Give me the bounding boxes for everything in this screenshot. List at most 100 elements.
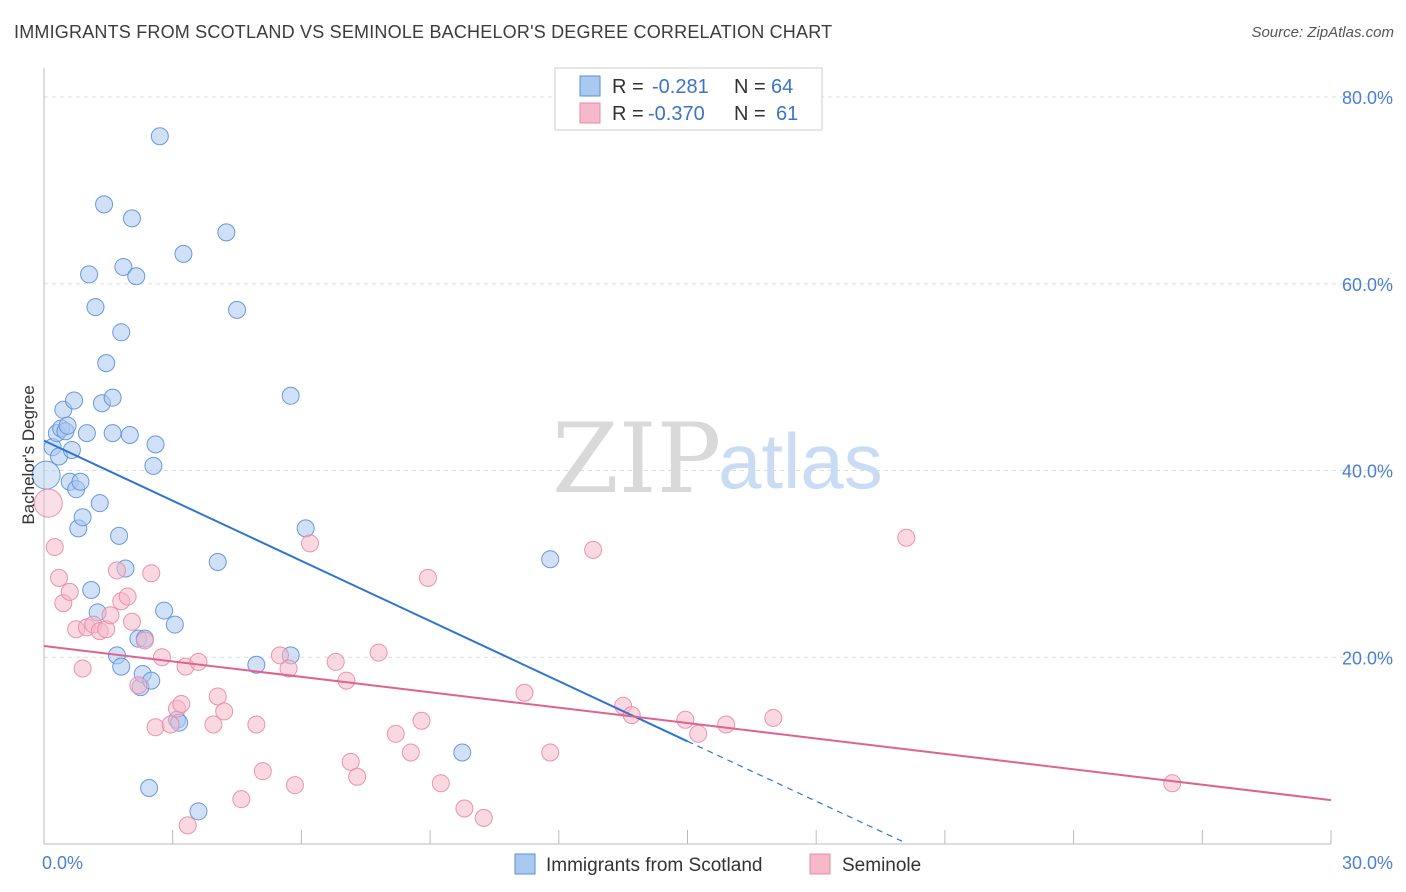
data-point bbox=[247, 655, 266, 674]
data-point bbox=[33, 488, 63, 518]
source-label: Source: ZipAtlas.com bbox=[1251, 24, 1394, 41]
data-point bbox=[270, 646, 289, 665]
data-point bbox=[474, 808, 493, 827]
data-point bbox=[140, 778, 159, 797]
data-point bbox=[110, 526, 129, 545]
data-point bbox=[541, 550, 560, 569]
data-point bbox=[77, 424, 96, 443]
data-point bbox=[155, 601, 174, 620]
data-point bbox=[135, 631, 154, 650]
data-point bbox=[112, 323, 131, 342]
trend-line-scotland-extension bbox=[687, 740, 903, 842]
data-point bbox=[90, 494, 109, 513]
trend-line-scotland bbox=[43, 439, 688, 743]
data-point bbox=[150, 127, 169, 146]
bottom-legend-label-seminole: Seminole bbox=[842, 855, 921, 876]
grid-lines bbox=[44, 96, 1392, 658]
data-point bbox=[45, 538, 64, 557]
legend-n-label-2: N = bbox=[734, 103, 766, 125]
data-point bbox=[676, 710, 695, 729]
data-point bbox=[215, 702, 234, 721]
x-tick-label: 30.0% bbox=[1342, 853, 1393, 873]
data-point bbox=[146, 718, 165, 737]
data-point bbox=[232, 790, 251, 809]
data-point bbox=[412, 711, 431, 730]
data-point bbox=[1163, 774, 1182, 793]
data-point bbox=[107, 561, 126, 580]
data-point bbox=[341, 752, 360, 771]
bottom-legend-swatch-pink bbox=[809, 853, 831, 875]
data-point bbox=[348, 767, 367, 786]
y-tick-label: 80.0% bbox=[1342, 88, 1393, 108]
watermark-atlas: atlas bbox=[718, 417, 883, 505]
y-axis-label: Bachelor's Degree bbox=[19, 385, 38, 524]
data-point bbox=[97, 354, 116, 373]
data-point bbox=[189, 652, 208, 671]
data-point bbox=[144, 456, 163, 475]
series-scotland-points bbox=[31, 127, 560, 821]
data-point bbox=[127, 267, 146, 286]
data-point bbox=[122, 612, 141, 631]
y-tick-label: 60.0% bbox=[1342, 275, 1393, 295]
legend-r-label-2: R = bbox=[612, 103, 644, 125]
data-point bbox=[60, 582, 79, 601]
data-point bbox=[584, 540, 603, 559]
y-tick-labels: 20.0% 40.0% 60.0% 80.0% bbox=[1342, 88, 1393, 668]
data-point bbox=[279, 659, 298, 678]
legend-n-label-1: N = bbox=[734, 76, 766, 98]
data-point bbox=[247, 715, 266, 734]
data-point bbox=[217, 223, 236, 242]
trend-line-seminole bbox=[43, 645, 1332, 802]
chart-title: IMMIGRANTS FROM SCOTLAND VS SEMINOLE BAC… bbox=[14, 22, 833, 42]
data-point bbox=[515, 683, 534, 702]
data-point bbox=[172, 694, 191, 713]
top-legend: R = -0.281 N = 64 R = -0.370 N = 61 bbox=[554, 67, 823, 131]
data-point bbox=[73, 659, 92, 678]
data-point bbox=[418, 568, 437, 587]
data-point bbox=[204, 715, 223, 734]
data-point bbox=[285, 776, 304, 795]
legend-swatch-blue bbox=[579, 75, 601, 97]
data-point bbox=[764, 708, 783, 727]
data-point bbox=[120, 426, 139, 445]
legend-swatch-pink bbox=[579, 102, 601, 124]
y-tick-label: 20.0% bbox=[1342, 648, 1393, 668]
data-point bbox=[71, 472, 90, 491]
data-point bbox=[717, 715, 736, 734]
data-point bbox=[228, 300, 247, 319]
data-point bbox=[118, 587, 137, 606]
data-point bbox=[103, 424, 122, 443]
data-point bbox=[165, 615, 184, 634]
bottom-legend-swatch-blue bbox=[514, 853, 536, 875]
data-point bbox=[208, 553, 227, 572]
data-point bbox=[541, 743, 560, 762]
data-point bbox=[103, 388, 122, 407]
series-seminole-points bbox=[33, 488, 1182, 835]
axes bbox=[43, 68, 1332, 845]
data-point bbox=[300, 534, 319, 553]
data-point bbox=[82, 581, 101, 600]
data-point bbox=[58, 416, 77, 435]
legend-n-value-1: 64 bbox=[771, 76, 793, 98]
legend-r-label-1: R = bbox=[612, 76, 644, 98]
data-point bbox=[129, 676, 148, 695]
data-point bbox=[178, 816, 197, 835]
data-point bbox=[65, 391, 84, 410]
data-point bbox=[122, 209, 141, 228]
data-point bbox=[296, 519, 315, 538]
data-point bbox=[101, 606, 120, 625]
data-point bbox=[369, 643, 388, 662]
legend-r-value-2: -0.370 bbox=[648, 103, 705, 125]
data-point bbox=[281, 386, 300, 405]
data-point bbox=[401, 743, 420, 762]
legend-n-value-2: 61 bbox=[776, 103, 798, 125]
watermark: ZIP atlas bbox=[552, 403, 883, 515]
data-point bbox=[689, 724, 708, 743]
data-point bbox=[386, 724, 405, 743]
data-point bbox=[80, 265, 99, 284]
trend-lines bbox=[43, 439, 1332, 842]
data-point bbox=[95, 195, 114, 214]
legend-r-value-1: -0.281 bbox=[652, 76, 709, 98]
data-point bbox=[142, 564, 161, 583]
